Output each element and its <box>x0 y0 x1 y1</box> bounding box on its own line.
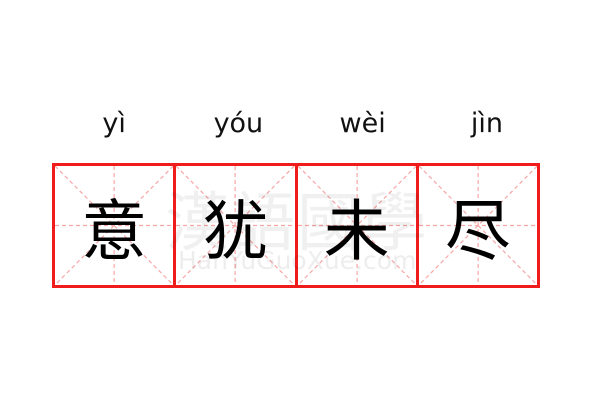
character-cell-2: 犹 <box>173 163 298 288</box>
character-4: 尽 <box>444 192 511 270</box>
character-cell-3: 未 <box>294 163 419 288</box>
character-cell-1: 意 <box>52 163 177 288</box>
pinyin-3: wèi <box>339 108 386 139</box>
guide-lines <box>419 166 537 285</box>
pinyin-row: yì yóu wèi jìn <box>52 108 549 139</box>
watermark-site: HanYuGuoXue.com <box>178 246 417 275</box>
watermark-characters: 漢語國學 <box>165 187 429 261</box>
pinyin-2: yóu <box>213 108 264 139</box>
guide-lines <box>55 166 173 285</box>
character-1: 意 <box>81 192 148 270</box>
guide-lines <box>298 166 416 285</box>
character-3: 未 <box>323 192 390 270</box>
pinyin-4: jìn <box>470 108 503 139</box>
pinyin-1: yì <box>102 108 126 139</box>
character-grid: 意 犹 未 尽 <box>52 163 549 288</box>
character-cell-4: 尽 <box>415 163 540 288</box>
guide-lines <box>176 166 294 285</box>
character-2: 犹 <box>202 192 269 270</box>
